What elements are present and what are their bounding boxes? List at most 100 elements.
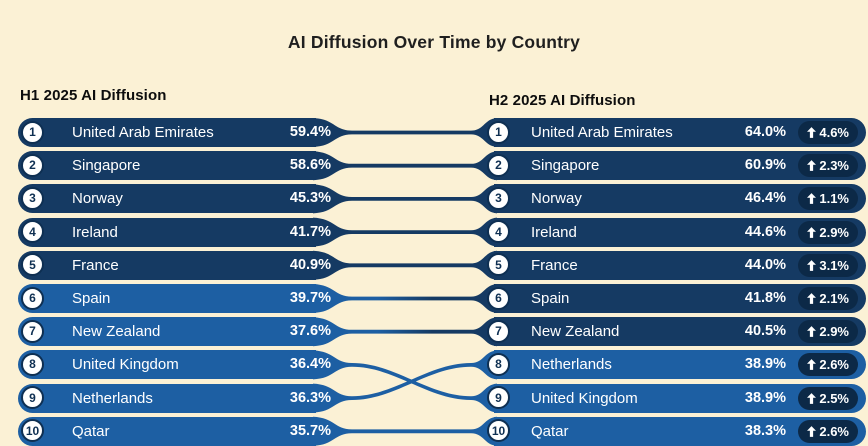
h2-rank-row: 2 Singapore 60.9% 2.3% <box>487 151 866 181</box>
change-badge: 2.5% <box>798 386 858 410</box>
h2-rank-row: 7 New Zealand 40.5% 2.9% <box>487 317 866 347</box>
value-label: 46.4% <box>744 190 786 207</box>
up-arrow-icon <box>807 127 817 138</box>
value-label: 38.3% <box>744 422 786 439</box>
rank-badge: 9 <box>487 386 510 410</box>
change-badge: 4.6% <box>798 121 858 144</box>
value-label: 41.7% <box>289 223 331 240</box>
chart-title: AI Diffusion Over Time by Country <box>287 32 581 52</box>
country-label: Spain <box>72 290 111 307</box>
value-label: 59.4% <box>289 124 331 140</box>
h1-rank-row: 8 United Kingdom 36.4% <box>18 350 331 380</box>
country-label: Singapore <box>531 157 600 175</box>
h1-rank-row: 5 France 40.9% <box>18 250 331 280</box>
change-value: 2.6% <box>819 423 849 439</box>
country-label: Ireland <box>531 223 577 241</box>
up-arrow-icon <box>807 193 817 205</box>
h1-rank-row: 2 Singapore 58.6% <box>18 151 331 181</box>
change-value: 3.1% <box>819 257 849 273</box>
change-value: 2.6% <box>819 357 849 373</box>
country-label: France <box>531 256 578 274</box>
country-label: United Arab Emirates <box>531 124 673 141</box>
change-value: 4.6% <box>819 125 849 140</box>
h2-rank-row: 3 Norway 46.4% 1.1% <box>487 184 866 214</box>
value-label: 41.8% <box>744 290 786 306</box>
change-badge: 1.1% <box>798 187 858 211</box>
rank-badge: 4 <box>21 220 44 244</box>
h1-rank-row: 3 Norway 45.3% <box>18 184 331 214</box>
h2-rank-row: 8 Netherlands 38.9% 2.6% <box>487 350 866 380</box>
rank-badge: 10 <box>21 419 44 443</box>
rank-badge: 6 <box>487 286 510 310</box>
country-label: Netherlands <box>531 356 612 374</box>
rank-badge: 8 <box>21 352 44 376</box>
rank-badge: 2 <box>487 153 510 177</box>
change-badge: 2.3% <box>798 154 858 178</box>
value-label: 36.4% <box>289 356 331 373</box>
value-label: 45.3% <box>289 190 331 207</box>
change-value: 2.9% <box>819 224 849 240</box>
change-value: 2.5% <box>819 390 849 406</box>
h1-rank-row: 1 United Arab Emirates 59.4% <box>18 118 331 147</box>
country-label: Netherlands <box>72 389 153 407</box>
h2-rank-row: 9 United Kingdom 38.9% 2.5% <box>487 383 866 413</box>
rank-badge: 6 <box>21 286 44 310</box>
change-badge: 2.6% <box>798 353 858 377</box>
value-label: 36.3% <box>289 389 331 406</box>
change-badge: 2.6% <box>798 419 858 443</box>
rank-badge: 9 <box>21 386 44 410</box>
rank-badge: 1 <box>487 120 510 144</box>
h1-rank-row: 6 Spain 39.7% <box>18 284 331 313</box>
change-value: 2.9% <box>819 324 849 340</box>
up-arrow-icon <box>807 160 817 172</box>
rank-badge: 4 <box>487 220 510 244</box>
country-label: United Kingdom <box>72 356 179 374</box>
rank-badge: 1 <box>21 120 44 144</box>
up-arrow-icon <box>807 359 817 371</box>
value-label: 44.0% <box>744 256 786 273</box>
h1-rank-row: 7 New Zealand 37.6% <box>18 317 331 347</box>
up-arrow-icon <box>807 293 817 304</box>
h2-column-header: H2 2025 AI Diffusion <box>489 92 636 109</box>
value-label: 39.7% <box>289 290 331 306</box>
h1-rank-row: 10 Qatar 35.7% <box>18 416 331 446</box>
country-label: United Arab Emirates <box>72 124 214 141</box>
value-label: 64.0% <box>744 124 786 140</box>
country-label: United Kingdom <box>531 389 638 407</box>
value-label: 58.6% <box>289 157 331 174</box>
rank-badge: 3 <box>487 186 510 210</box>
country-label: Singapore <box>72 157 141 175</box>
rank-badge: 8 <box>487 352 510 376</box>
rank-badge: 7 <box>487 319 510 343</box>
change-value: 2.3% <box>819 158 849 174</box>
value-label: 44.6% <box>744 223 786 240</box>
up-arrow-icon <box>807 259 817 271</box>
country-label: New Zealand <box>531 323 620 341</box>
rank-badge: 2 <box>21 153 44 177</box>
value-label: 40.5% <box>744 323 786 340</box>
h1-rank-row: 4 Ireland 41.7% <box>18 217 331 247</box>
h2-rank-row: 6 Spain 41.8% 2.1% <box>487 284 866 313</box>
country-label: Norway <box>72 190 123 208</box>
country-label: Norway <box>531 190 582 208</box>
h2-rank-row: 4 Ireland 44.6% 2.9% <box>487 217 866 247</box>
up-arrow-icon <box>807 326 817 338</box>
value-label: 40.9% <box>289 256 331 273</box>
change-badge: 3.1% <box>798 253 858 277</box>
rank-badge: 5 <box>487 253 510 277</box>
change-value: 1.1% <box>819 191 849 207</box>
change-value: 2.1% <box>819 291 849 306</box>
rank-badge: 10 <box>487 419 510 443</box>
country-label: Ireland <box>72 223 118 241</box>
rank-badge: 3 <box>21 186 44 210</box>
value-label: 60.9% <box>744 157 786 174</box>
up-arrow-icon <box>807 226 817 238</box>
country-label: Qatar <box>531 422 569 440</box>
value-label: 37.6% <box>289 323 331 340</box>
value-label: 38.9% <box>744 389 786 406</box>
rank-badge: 5 <box>21 253 44 277</box>
h2-rank-row: 5 France 44.0% 3.1% <box>487 250 866 280</box>
country-label: Qatar <box>72 422 110 440</box>
